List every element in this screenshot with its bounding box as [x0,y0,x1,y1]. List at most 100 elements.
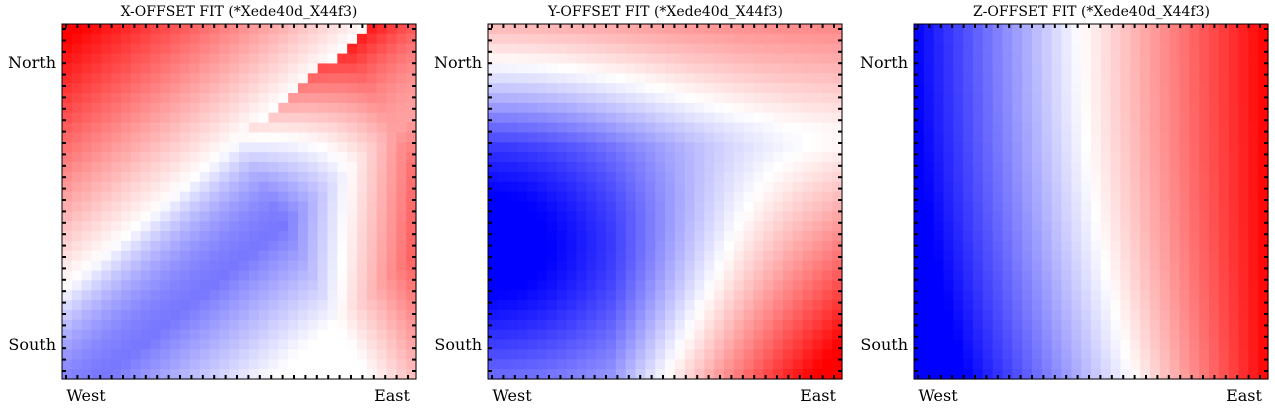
heatmap-cell [248,63,260,74]
heatmap-cell [507,33,519,45]
heatmap-cell [625,33,637,45]
heatmap-cell [62,260,73,272]
heatmap-cell [130,53,142,65]
heatmap-cell [1051,319,1063,331]
heatmap-cell [140,290,152,301]
heatmap-cell [1140,181,1151,193]
heatmap-cell [1081,33,1092,45]
heatmap-cell [1081,132,1092,143]
heatmap-cell [91,309,102,321]
heatmap-cell [406,43,417,55]
heatmap-cell [645,142,656,153]
heatmap-cell [1022,319,1033,331]
heatmap-cell [1150,83,1161,94]
heatmap-cell [556,191,568,203]
heatmap-cell [933,349,945,360]
heatmap-cell [347,93,358,104]
heatmap-cell [497,250,509,262]
heatmap-cell [81,73,93,84]
heatmap-cell [576,24,587,35]
heatmap-cell [596,142,607,153]
heatmap-cell [1209,132,1220,143]
heatmap-cell [547,211,558,222]
heatmap-cell [606,33,617,45]
heatmap-cell [684,221,696,232]
heatmap-cell [973,53,984,65]
plot-frame [913,23,1269,380]
heatmap-cell [1169,132,1181,143]
heatmap-cell [773,43,784,55]
heatmap-cell [160,280,171,291]
heatmap-cell [406,24,417,35]
heatmap-cell [209,63,220,74]
heatmap-cell [376,231,388,242]
heatmap-cell [239,24,250,35]
heatmap-cell [229,201,240,212]
heatmap-cell [596,319,607,331]
heatmap-cell [219,112,230,124]
heatmap-cell [199,112,211,124]
heatmap-cell [209,73,220,84]
heatmap-cell [219,280,230,291]
heatmap-cell [140,162,152,173]
heatmap-cell [121,53,132,65]
heatmap-cell [914,221,925,232]
heatmap-cell [743,211,755,222]
heatmap-cell [1248,24,1259,35]
heatmap-cell [763,152,774,163]
heatmap-cell [1022,53,1033,65]
heatmap-cell [497,63,509,74]
heatmap-cell [507,43,519,55]
heatmap-cell [517,53,528,65]
heatmap-cell [517,319,528,331]
heatmap-cell [1012,221,1023,232]
heatmap-cell [1120,339,1131,351]
heatmap-cell [527,280,538,291]
heatmap-cell [507,24,519,35]
heatmap-cell [1209,290,1220,301]
heatmap-cell [982,112,994,124]
heatmap-cell [556,102,568,114]
heatmap-cell [337,63,348,74]
heatmap-cell [357,43,368,55]
heatmap-cell [773,309,784,321]
heatmap-cell [239,63,250,74]
heatmap-cell [655,191,666,203]
heatmap-cell [537,290,548,301]
heatmap-cell [615,152,627,163]
heatmap-cell [180,250,191,262]
heatmap-cell [1002,43,1013,55]
heatmap-cell [596,329,607,341]
heatmap-cell [1002,171,1013,183]
heatmap-cell [1169,53,1181,65]
heatmap-cell [1218,260,1230,272]
heatmap-cell [733,112,745,124]
heatmap-cell [566,53,578,65]
heatmap-cell [556,280,568,291]
heatmap-cell [982,152,994,163]
heatmap-cell [933,270,945,281]
heatmap-cell [337,171,348,183]
heatmap-cell [160,319,171,331]
heatmap-cell [1140,359,1151,370]
heatmap-cell [170,63,181,74]
heatmap-cell [1150,122,1161,134]
heatmap-cell [1238,102,1249,114]
heatmap-cell [219,309,230,321]
heatmap-cell [714,201,725,212]
heatmap-cell [724,162,735,173]
heatmap-cell [278,63,289,74]
heatmap-cell [566,132,578,143]
heatmap-cell [258,63,270,74]
heatmap-cell [1120,122,1131,134]
heatmap-cell [655,270,666,281]
heatmap-cell [1159,24,1171,35]
heatmap-cell [953,112,964,124]
heatmap-cell [812,270,823,281]
heatmap-cell [170,181,181,193]
heatmap-cell [71,112,83,124]
heatmap-cell [268,369,279,380]
heatmap-cell [1091,73,1102,84]
heatmap-cell [507,162,519,173]
heatmap-cell [1002,329,1013,341]
